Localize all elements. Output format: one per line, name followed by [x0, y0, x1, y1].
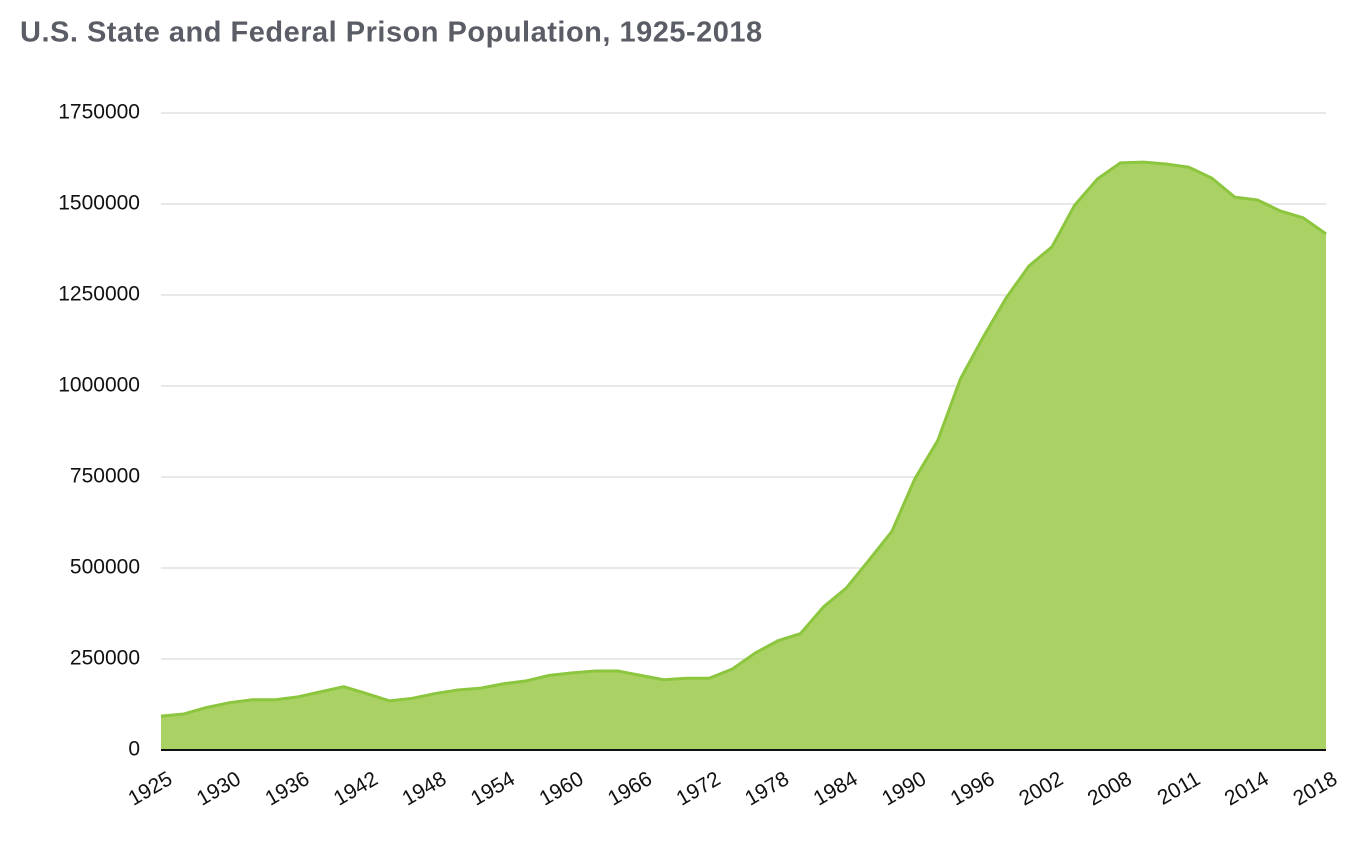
x-tick-label: 1954	[467, 767, 519, 810]
x-tick-label: 1978	[741, 767, 793, 810]
y-tick-label: 1750000	[58, 101, 140, 124]
x-tick-label: 1930	[193, 767, 245, 810]
x-tick-label: 1972	[673, 767, 725, 810]
chart-title: U.S. State and Federal Prison Population…	[20, 17, 763, 49]
y-tick-label: 750000	[70, 465, 140, 488]
x-tick-label: 2011	[1154, 767, 1205, 810]
y-tick-label: 0	[128, 738, 140, 761]
y-tick-label: 250000	[70, 647, 140, 670]
y-tick-label: 1500000	[58, 192, 140, 215]
x-tick-label: 1984	[810, 767, 862, 810]
x-tick-label: 2018	[1289, 767, 1341, 810]
area-line	[160, 160, 1327, 718]
x-tick-label: 1925	[124, 767, 176, 810]
x-tick-label: 1960	[535, 767, 587, 810]
x-tick-label: 2002	[1015, 767, 1067, 810]
x-tick-label: 2014	[1221, 767, 1273, 810]
x-tick-label: 1996	[947, 767, 999, 810]
x-tick-label: 1948	[398, 767, 450, 810]
x-tick-label: 1942	[330, 767, 382, 810]
y-tick-label: 500000	[70, 556, 140, 579]
x-tick-label: 1936	[261, 767, 313, 810]
x-tick-label: 1966	[604, 767, 656, 810]
y-tick-label: 1250000	[58, 283, 140, 306]
x-tick-label: 1990	[878, 767, 930, 810]
area	[161, 162, 1326, 750]
y-tick-label: 1000000	[58, 374, 140, 397]
x-tick-label: 2008	[1084, 767, 1136, 810]
